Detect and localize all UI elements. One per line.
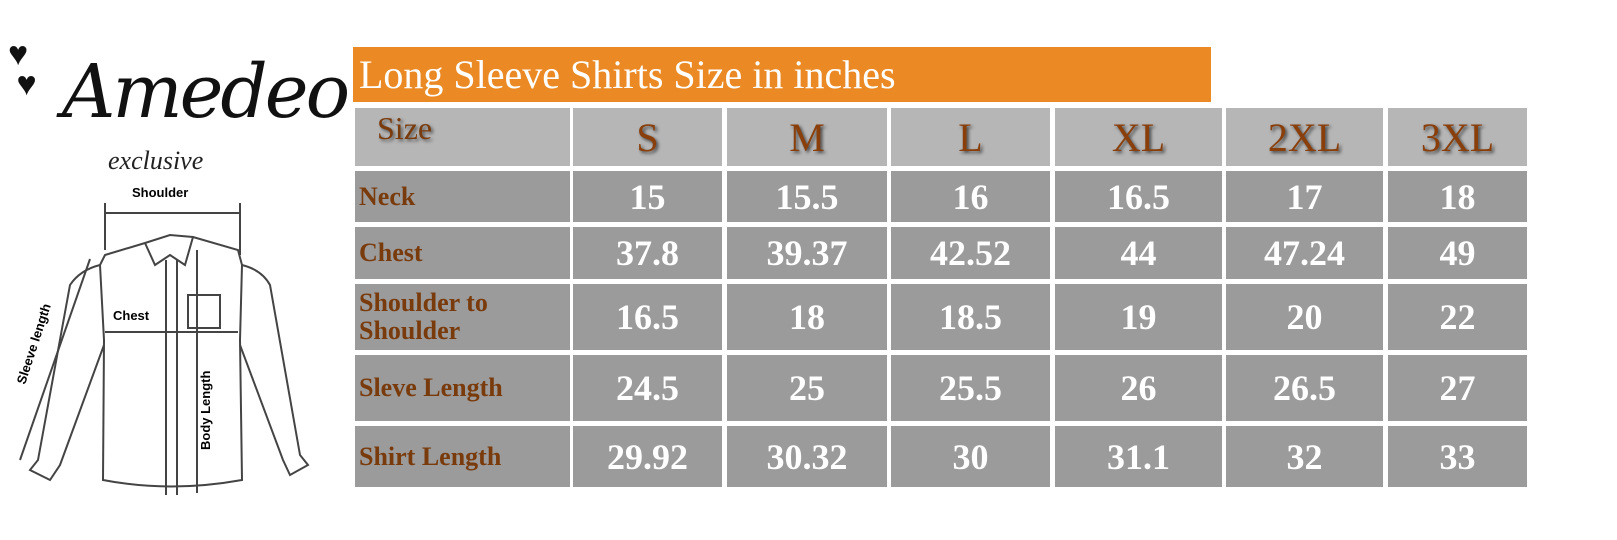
table-cell: 29.92 [573,426,722,487]
row-label: Chest [355,227,570,279]
header-size-label: Size [355,108,570,166]
row-label: Shirt Length [355,426,570,487]
table-cell: 42.52 [891,227,1050,279]
label-shoulder: Shoulder [132,185,188,200]
table-cell: 18 [1388,171,1527,222]
header-size-2xl: 2XL [1226,108,1383,166]
table-cell: 47.24 [1226,227,1383,279]
table-cell: 44 [1055,227,1222,279]
label-body-length: Body Length [198,371,213,450]
row-label: Shoulder to Shoulder [355,284,570,350]
logo-brand: Amedeo [62,49,350,135]
table-title: Long Sleeve Shirts Size in inches [353,47,1211,102]
table-cell: 33 [1388,426,1527,487]
table-cell: 18.5 [891,284,1050,350]
table-cell: 17 [1226,171,1383,222]
shirt-measurement-diagram: Shoulder Chest Sleeve length Body Length [14,185,310,495]
table-cell: 37.8 [573,227,722,279]
header-size-3xl: 3XL [1388,108,1527,166]
table-cell: 30.32 [727,426,887,487]
row-label: Sleve Length [355,355,570,421]
table-cell: 27 [1388,355,1527,421]
table-cell: 39.37 [727,227,887,279]
table-cell: 24.5 [573,355,722,421]
table-cell: 19 [1055,284,1222,350]
table-cell: 26.5 [1226,355,1383,421]
header-size-m: M [727,108,887,166]
table-cell: 30 [891,426,1050,487]
table-cell: 49 [1388,227,1527,279]
table-cell: 16 [891,171,1050,222]
table-cell: 18 [727,284,887,350]
table-cell: 32 [1226,426,1383,487]
table-cell: 20 [1226,284,1383,350]
table-cell: 31.1 [1055,426,1222,487]
table-cell: 26 [1055,355,1222,421]
amedeo-logo: ♥ ♥ Amedeo exclusive [0,10,350,176]
table-cell: 22 [1388,284,1527,350]
table-cell: 15 [573,171,722,222]
table-cell: 16.5 [573,284,722,350]
table-cell: 25.5 [891,355,1050,421]
logo-tagline: exclusive [108,146,204,175]
row-label: Neck [355,171,570,222]
hearts-icon: ♥ ♥ [8,36,37,103]
table-cell: 16.5 [1055,171,1222,222]
label-sleeve-length: Sleeve length [14,302,54,386]
header-size-s: S [573,108,722,166]
header-size-xl: XL [1055,108,1222,166]
header-size-l: L [891,108,1050,166]
table-cell: 15.5 [727,171,887,222]
table-cell: 25 [727,355,887,421]
label-chest: Chest [113,308,150,323]
